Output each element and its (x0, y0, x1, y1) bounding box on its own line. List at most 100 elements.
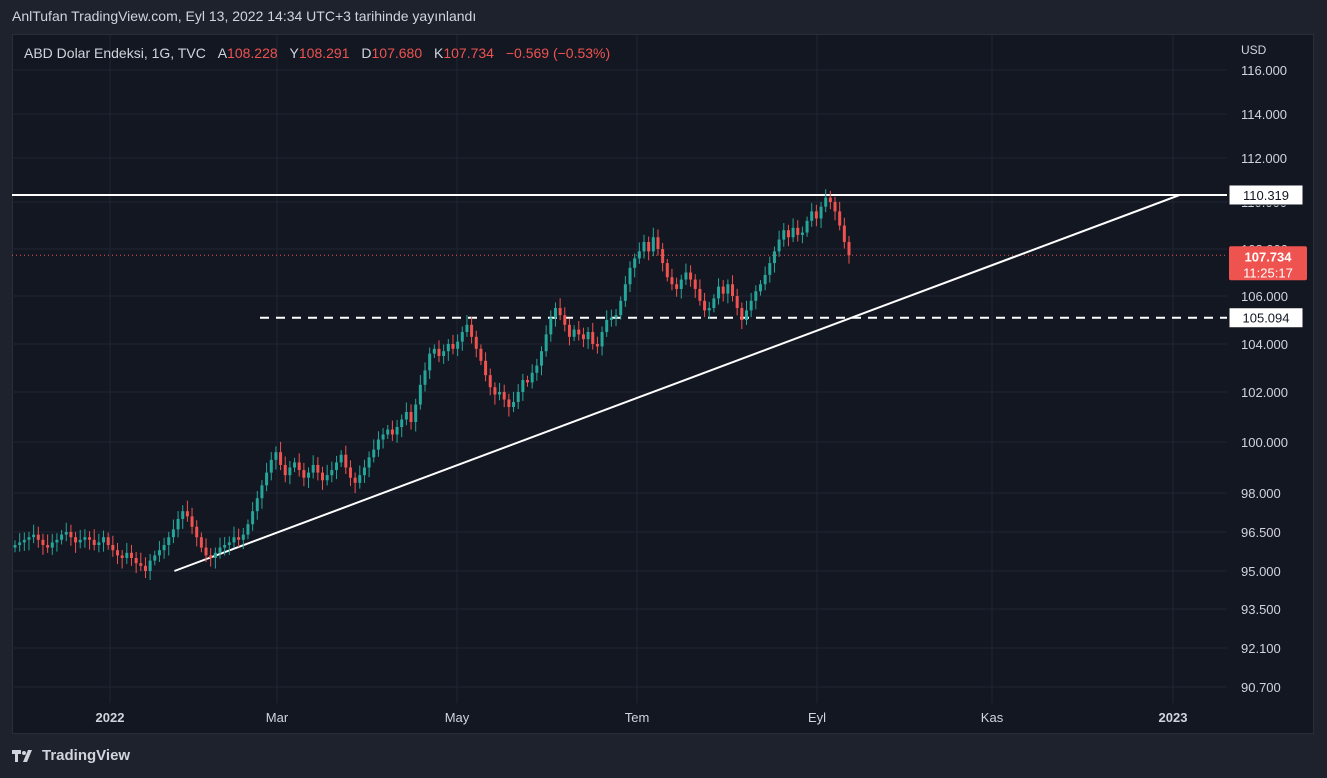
candle-body (353, 477, 357, 483)
trend-line (174, 194, 1181, 572)
candle-body (260, 485, 264, 499)
candle-body (684, 272, 688, 280)
candle (721, 280, 725, 302)
candle (102, 530, 106, 552)
price-tick-label: 96.500 (1241, 525, 1281, 540)
candle-body (581, 334, 585, 340)
candle (134, 552, 138, 574)
candle-body (498, 392, 502, 395)
candle-body (60, 534, 64, 540)
candle-body (339, 454, 343, 463)
candle-body (251, 511, 255, 525)
candle-body (241, 534, 245, 540)
candle-body (605, 320, 609, 332)
candle-body (111, 545, 115, 551)
candle (32, 524, 36, 544)
candle (707, 301, 711, 319)
candle-body (88, 537, 92, 540)
candle-body (195, 526, 199, 538)
candle (213, 547, 217, 569)
candle (195, 520, 199, 547)
candle-body (69, 532, 73, 538)
candle-body (549, 317, 553, 335)
candle (484, 352, 488, 382)
candle (516, 384, 520, 409)
candle (41, 533, 45, 555)
candle (279, 441, 283, 471)
candle-body (502, 392, 506, 400)
candle (400, 414, 404, 438)
candle (251, 501, 255, 531)
candle-body (814, 211, 818, 219)
candle (432, 344, 436, 358)
candle (679, 274, 683, 299)
candle (465, 315, 469, 337)
symbol-name: ABD Dolar Endeksi, 1G, TVC (24, 45, 206, 61)
candle-body (619, 300, 623, 316)
low-value: 107.680 (371, 45, 423, 61)
candle (595, 336, 599, 354)
candle-body (381, 434, 385, 440)
candle (567, 318, 571, 346)
candle-body (185, 511, 189, 517)
candle (553, 302, 557, 327)
candle (498, 382, 502, 401)
candle (446, 339, 450, 361)
candle-body (740, 308, 744, 320)
candle-body (651, 237, 655, 252)
candle-body (367, 457, 371, 468)
annotation-layer (12, 193, 1227, 572)
candle-body (255, 498, 259, 512)
footer-brand[interactable]: TradingView (12, 747, 130, 764)
candle (796, 220, 800, 242)
time-tick-label: Mar (266, 710, 289, 725)
candle (69, 524, 73, 546)
candle-body (78, 539, 82, 543)
candle-body (731, 284, 735, 296)
candle (334, 455, 338, 480)
candle (139, 552, 143, 572)
candle-body (479, 348, 483, 361)
candle (255, 490, 259, 520)
candle (530, 364, 534, 389)
candle (390, 420, 394, 441)
candle-body (423, 370, 427, 385)
candle-body (190, 516, 194, 527)
candle (176, 511, 180, 538)
candle (819, 201, 823, 228)
candle (642, 234, 646, 259)
last-price-value: 107.734 (1245, 249, 1293, 264)
candle (325, 464, 329, 486)
candle (544, 325, 548, 357)
price-tick-label: 102.000 (1241, 385, 1288, 400)
candle-body (442, 351, 446, 356)
candle-body (791, 227, 795, 238)
candle-body (698, 288, 702, 301)
candle-body (83, 537, 87, 540)
candle-body (428, 353, 432, 371)
candle (507, 393, 511, 417)
candle-body (460, 332, 464, 342)
candle-body (171, 529, 175, 538)
chart-pane[interactable] (12, 34, 1314, 734)
candle-body (386, 429, 390, 435)
candle-body (553, 308, 557, 318)
change-value: −0.569 (−0.53%) (505, 45, 611, 61)
candle-body (143, 565, 147, 571)
candle (493, 382, 497, 405)
candle (60, 529, 64, 545)
candle-body (507, 399, 511, 407)
candle (153, 550, 157, 566)
candle-body (675, 284, 679, 289)
candle-body (665, 263, 669, 278)
candle-body (796, 227, 800, 235)
candle (362, 459, 366, 483)
price-tick-label: 92.100 (1241, 641, 1281, 656)
candle (609, 309, 613, 327)
candle-body (162, 545, 166, 551)
price-label-text: 105.094 (1243, 311, 1290, 326)
candle-layer (13, 189, 851, 580)
candle-body (772, 251, 776, 264)
candle-body (754, 291, 758, 301)
